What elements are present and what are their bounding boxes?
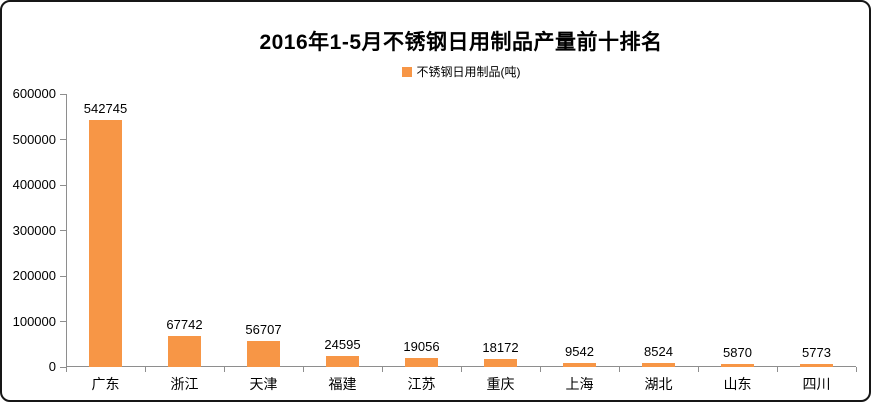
y-axis-label: 600000 (12, 86, 56, 101)
y-tick (60, 366, 66, 368)
bar (405, 358, 438, 367)
x-axis-line (66, 366, 856, 367)
y-tick (60, 321, 66, 322)
legend: 不锈钢日用制品(吨) (66, 63, 856, 80)
bar (721, 364, 754, 367)
bar-value-label: 542745 (83, 101, 128, 116)
y-axis-label: 400000 (12, 177, 56, 192)
x-axis-label: 上海 (565, 376, 594, 392)
y-tick (60, 230, 66, 231)
y-axis-label: 500000 (12, 131, 56, 147)
x-axis-label: 山东 (723, 376, 752, 392)
bar-value-label: 5773 (802, 345, 831, 360)
bar-value-label: 9542 (565, 344, 594, 359)
bar-value-label: 8524 (644, 344, 673, 359)
y-axis-label: 300000 (12, 222, 56, 238)
bar (89, 120, 122, 367)
y-tick (60, 275, 66, 277)
chart-title: 2016年1-5月不锈钢日用制品产量前十排名 (259, 31, 663, 54)
x-tick (539, 367, 541, 372)
bar-value-label: 5870 (723, 345, 752, 360)
bar-value-label: 19056 (403, 339, 440, 354)
x-axis-label: 广东 (91, 376, 120, 392)
x-tick (302, 367, 304, 372)
bar (168, 336, 201, 367)
x-tick (460, 367, 462, 372)
x-tick (697, 367, 699, 372)
y-tick (60, 139, 66, 140)
legend-swatch-icon (401, 66, 412, 77)
y-tick (60, 93, 66, 95)
y-axis-label: 200000 (12, 268, 56, 283)
x-axis-label: 湖北 (644, 376, 673, 392)
y-axis-line (66, 94, 67, 372)
x-axis-label: 浙江 (170, 376, 199, 392)
bar (326, 356, 359, 367)
legend-label: 不锈钢日用制品(吨) (416, 65, 521, 79)
bar (484, 359, 517, 367)
bar (642, 363, 675, 367)
x-tick (618, 367, 620, 372)
bar (247, 341, 280, 367)
x-axis-label: 四川 (802, 376, 831, 392)
plot-area: 0 100000 200000 300000 400000 500000 600000 542… (13, 87, 857, 392)
bar-value-label: 67742 (166, 317, 203, 332)
x-tick (776, 367, 778, 372)
bar-value-label: 24595 (324, 337, 361, 352)
bar (800, 364, 833, 367)
x-tick (144, 367, 146, 372)
x-axis-label: 福建 (328, 376, 357, 392)
y-axis-label: 0 (48, 359, 56, 374)
bar (563, 363, 596, 367)
x-tick (381, 367, 383, 372)
x-axis-label: 重庆 (486, 376, 515, 392)
y-axis-label: 100000 (12, 313, 56, 329)
x-tick (223, 367, 225, 372)
bar-value-label: 18172 (482, 340, 519, 355)
y-tick (60, 184, 66, 186)
bar-value-label: 56707 (245, 322, 282, 337)
x-tick (855, 367, 857, 372)
x-axis-label: 江苏 (407, 376, 436, 392)
x-axis-label: 天津 (249, 376, 278, 392)
